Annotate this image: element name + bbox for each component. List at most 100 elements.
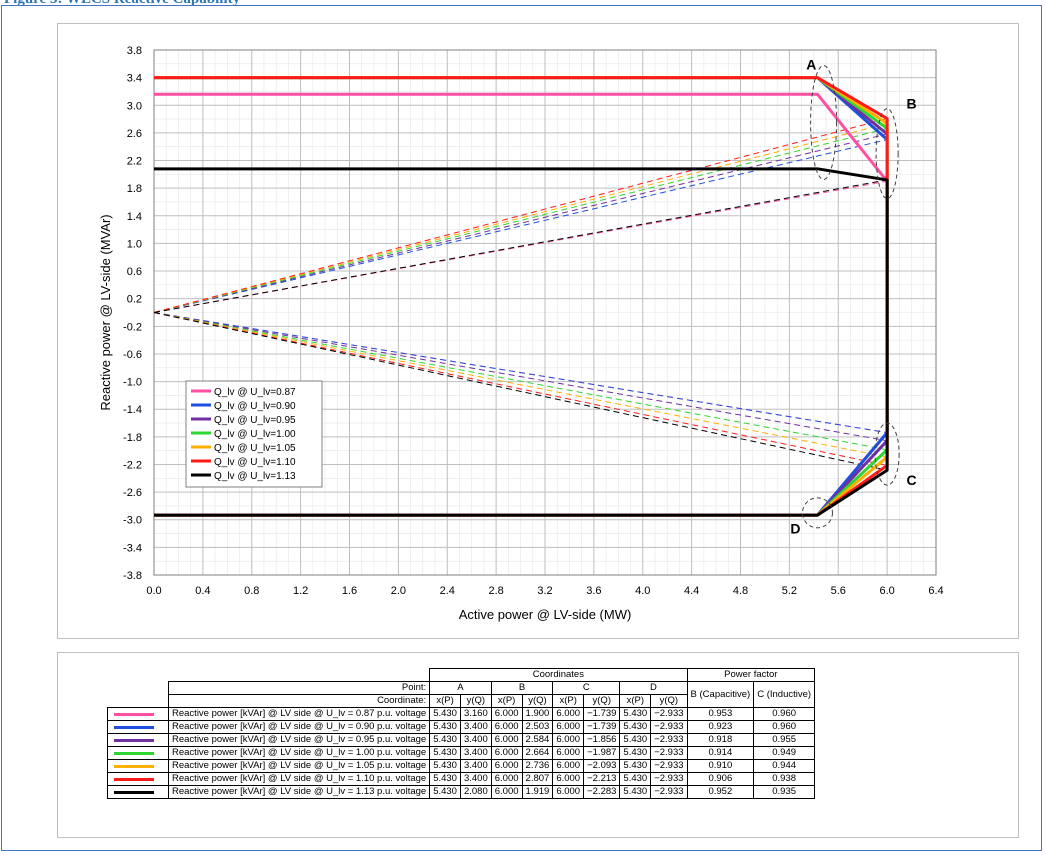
y-tick-label: -3.8 [123,570,142,582]
table-cell: −1.739 [583,720,621,734]
table-cell: 0.938 [753,772,816,786]
point-d-header: D [619,681,688,695]
pf-b-header: B (Capacitive) [686,681,755,708]
table-cell: −1.739 [583,707,621,721]
table-cell: −2.213 [583,772,621,786]
table-cell: 3.400 [459,746,492,760]
table-cell: 5.430 [619,772,652,786]
row-label: Reactive power [kVAr] @ LV side @ U_lv =… [167,772,431,786]
table-cell: −2.933 [650,707,688,721]
table-cell: 0.955 [753,733,816,747]
x-tick-label: 0.4 [195,585,210,597]
coord-x-head: x(P) [490,694,523,708]
table-cell: 0.949 [753,746,816,760]
table-cell: 5.430 [619,733,652,747]
swatch-line [114,738,154,742]
point-annotation: A [806,56,816,72]
row-color-swatch [107,720,169,734]
table-row: Reactive power [kVAr] @ LV side @ U_lv =… [107,772,816,786]
y-tick-label: -1.4 [123,404,142,416]
table-cell: 6.000 [490,733,523,747]
coord-y-head: y(Q) [583,694,621,708]
table-cell: 1.919 [521,785,554,799]
point-marker-ellipse [875,108,899,200]
x-tick-label: 4.8 [733,585,748,597]
table-cell: 6.000 [552,707,585,721]
table-cell: 2.664 [521,746,554,760]
y-tick-label: -1.0 [123,377,142,389]
table-cell: −2.933 [650,772,688,786]
row-label: Reactive power [kVAr] @ LV side @ U_lv =… [167,720,431,734]
x-axis-label: Active power @ LV-side (MW) [459,607,632,622]
y-tick-label: 3.4 [127,73,142,85]
grid [153,49,937,576]
y-tick-label: -3.0 [123,515,142,527]
pf-c-header: C (Inductive) [753,681,816,708]
table-cell: 0.935 [753,785,816,799]
table-cell: 5.430 [429,772,461,786]
table-cell: 0.960 [753,707,816,721]
x-tick-label: 5.2 [782,585,797,597]
coord-y-head: y(Q) [521,694,554,708]
table-cell: 5.430 [619,759,652,773]
legend-label: Q_lv @ U_lv=0.95 [214,415,296,426]
series-line [154,167,889,517]
table-cell: 6.000 [490,759,523,773]
pf-dashed-line-capacitive [153,118,888,313]
y-tick-label: -0.2 [123,321,142,333]
table-row: Reactive power [kVAr] @ LV side @ U_lv =… [107,733,816,747]
table-cell: −2.933 [650,733,688,747]
table-cell: 5.430 [619,720,652,734]
coord-y-head: y(Q) [459,694,492,708]
table-cell: 0.953 [686,707,755,721]
table-container: Coordinates Power factor Point: A B C D … [57,652,1019,838]
x-tick-label: 0.8 [244,585,259,597]
table-cell: −2.933 [650,785,688,799]
pf-dashed-line-capacitive [153,133,888,313]
chart-container: 0.0 0.4 0.8 1.2 1.6 2.0 2.4 2.8 3.2 3.6 4.0 4.4 4.8 5… [57,23,1019,639]
x-tick-label: 2.0 [391,585,406,597]
table-coordinate-row: Coordinate: x(P) y(Q) x(P) y(Q) x(P) y(Q… [108,694,815,708]
table-cell: 3.400 [459,759,492,773]
figure-caption: Figure 3: WECS Reactive Capability [0,0,1047,8]
y-tick-label: 2.6 [127,128,142,140]
table-cell: 5.430 [429,746,461,760]
legend-label: Q_lv @ U_lv=1.10 [214,457,296,468]
table-cell: 0.914 [686,746,755,760]
table-cell: 6.000 [490,720,523,734]
table-row: Reactive power [kVAr] @ LV side @ U_lv =… [107,707,816,721]
row-label: Reactive power [kVAr] @ LV side @ U_lv =… [167,746,431,760]
reactive-capability-chart: 0.0 0.4 0.8 1.2 1.6 2.0 2.4 2.8 3.2 3.6 4.0 4.4 4.8 5… [98,45,944,622]
table-cell: 0.923 [686,720,755,734]
coord-x-head: x(P) [552,694,585,708]
y-tick-label: 0.2 [127,294,142,306]
table-cell: −1.856 [583,733,621,747]
legend-label: Q_lv @ U_lv=1.13 [214,471,296,482]
row-color-swatch [107,785,169,799]
table-cell: −2.283 [583,785,621,799]
table-cell: 2.584 [521,733,554,747]
table-cell: 0.910 [686,759,755,773]
y-tick-label: -2.6 [123,487,142,499]
y-tick-label: 2.2 [127,156,142,168]
table-cell: 3.400 [459,733,492,747]
point-annotation: B [907,96,917,112]
pf-dashed-line-inductive [153,312,888,451]
y-tick-label: 3.8 [127,45,142,57]
coordinate-label: Coordinate: [167,694,431,708]
y-tick-label: -1.8 [123,432,142,444]
table-cell: 5.430 [619,746,652,760]
y-tick-label: 1.0 [127,238,142,250]
table-cell: 6.000 [552,733,585,747]
table-row: Reactive power [kVAr] @ LV side @ U_lv =… [107,746,816,760]
table-cell: 3.160 [459,707,492,721]
table-cell: 5.430 [619,707,652,721]
x-tick-label: 6.0 [879,585,894,597]
table-cell: 0.906 [686,772,755,786]
row-color-swatch [107,759,169,773]
pf-dashed-line-capacitive [153,139,888,313]
table-cell: 3.400 [459,720,492,734]
row-color-swatch [107,772,169,786]
x-tick-label: 1.2 [293,585,308,597]
y-tick-label: 1.8 [127,183,142,195]
